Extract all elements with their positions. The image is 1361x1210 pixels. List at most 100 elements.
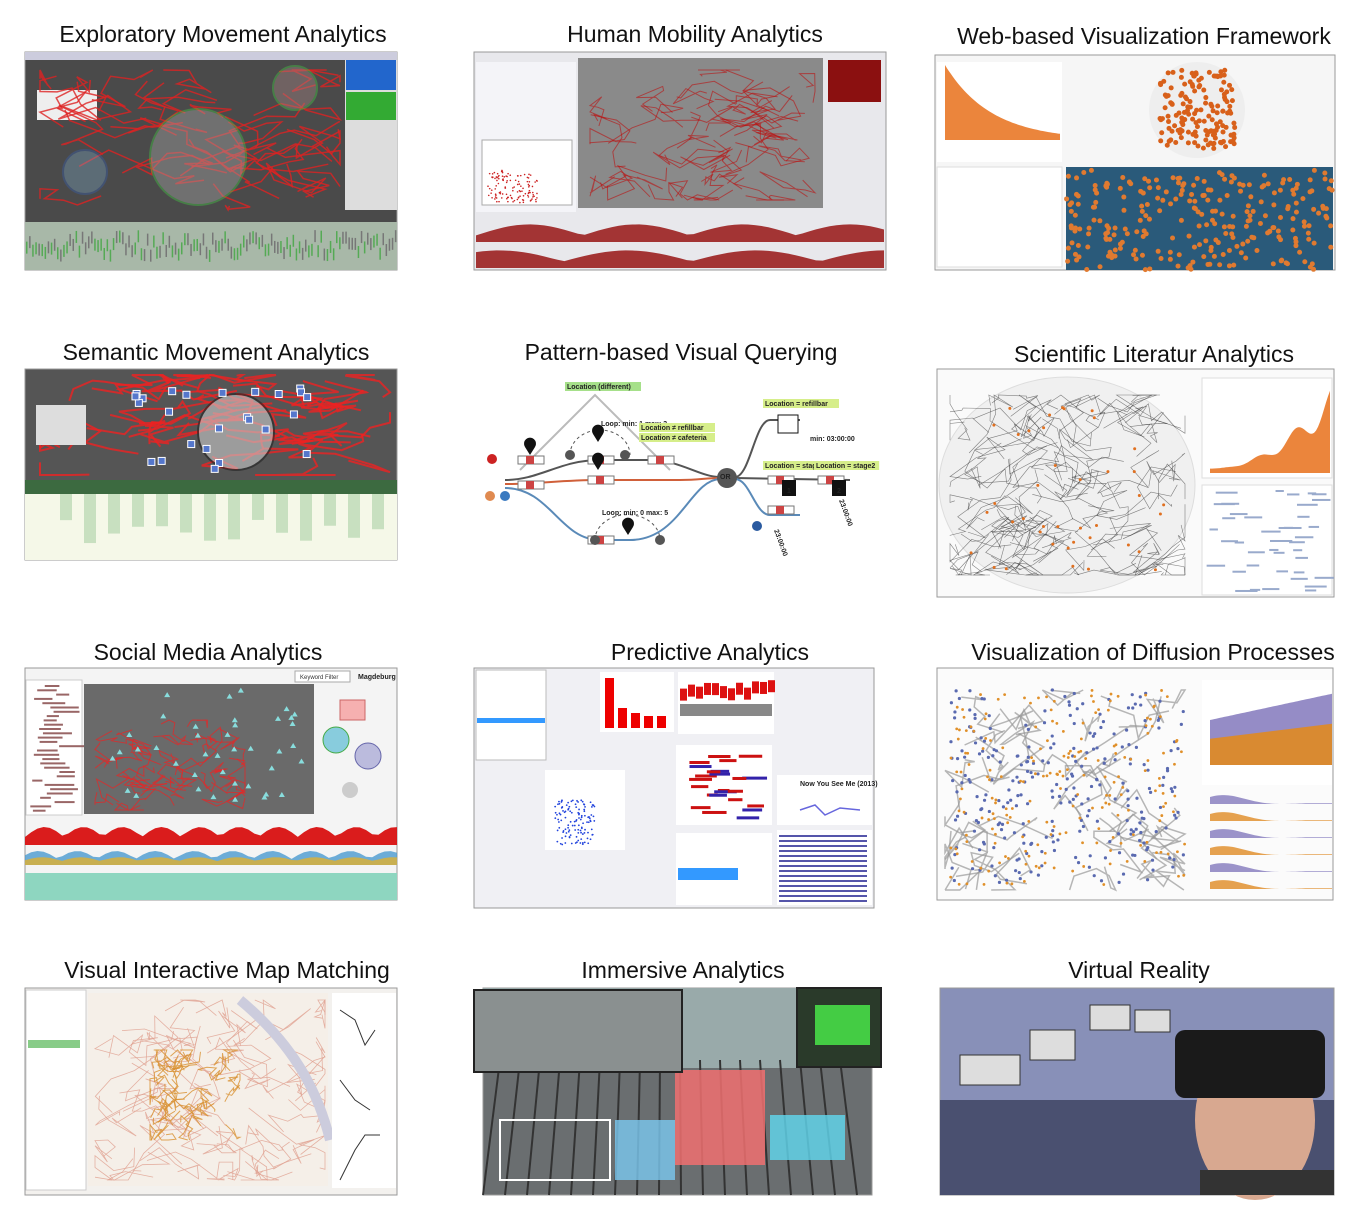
tick xyxy=(184,233,186,246)
dot xyxy=(554,805,557,808)
dot xyxy=(1052,848,1057,853)
dot xyxy=(1026,727,1030,732)
tick xyxy=(69,233,71,246)
trace xyxy=(157,1107,176,1123)
dot xyxy=(493,171,496,174)
thumb-diffusion xyxy=(936,667,1334,901)
tick xyxy=(97,240,99,253)
thumb-immersive xyxy=(473,987,882,1196)
dot xyxy=(580,799,583,802)
area xyxy=(1210,390,1330,473)
dot xyxy=(1091,806,1094,810)
trace xyxy=(1009,451,1079,483)
dot xyxy=(1064,831,1068,835)
trace xyxy=(1077,471,1129,543)
tick xyxy=(323,248,326,261)
blue-box xyxy=(615,1120,675,1180)
dot xyxy=(1203,238,1209,244)
dot xyxy=(1205,187,1211,193)
dot xyxy=(1025,851,1029,856)
dot xyxy=(1125,860,1129,863)
dot xyxy=(1182,873,1186,877)
dot xyxy=(1307,177,1313,183)
dot xyxy=(1164,142,1170,148)
dot xyxy=(513,199,516,202)
dot xyxy=(1011,779,1015,783)
tri xyxy=(214,752,221,758)
trace xyxy=(758,145,805,163)
dot xyxy=(1316,210,1322,216)
dot xyxy=(1055,721,1059,725)
dot xyxy=(1177,874,1180,878)
dot xyxy=(1106,225,1112,231)
trace xyxy=(201,791,246,807)
dot xyxy=(1072,212,1078,218)
joint xyxy=(620,450,630,460)
word xyxy=(50,788,78,791)
tick xyxy=(44,246,47,259)
dot xyxy=(1146,759,1150,762)
trace xyxy=(287,1055,326,1096)
tick xyxy=(153,235,155,248)
dot xyxy=(1105,230,1111,236)
trace xyxy=(124,1070,168,1102)
dot xyxy=(1121,781,1125,785)
dot xyxy=(1142,841,1146,845)
dot xyxy=(1066,756,1070,759)
panel-title: Human Mobility Analytics xyxy=(567,21,823,47)
trace xyxy=(995,846,1032,885)
table-head xyxy=(25,480,397,494)
trace xyxy=(1046,394,1094,461)
trace xyxy=(220,1044,272,1076)
trace xyxy=(308,389,365,413)
dot xyxy=(557,821,560,823)
dot xyxy=(1142,176,1148,182)
word xyxy=(728,798,743,802)
dot xyxy=(1175,263,1181,269)
tweet xyxy=(779,880,867,882)
dot xyxy=(506,180,508,182)
dot xyxy=(1027,745,1031,749)
dot xyxy=(522,187,524,190)
trace xyxy=(759,171,817,198)
dot xyxy=(1069,200,1075,206)
word xyxy=(39,740,58,743)
dot xyxy=(1063,694,1067,699)
tick xyxy=(363,241,366,254)
dot xyxy=(1162,92,1168,98)
trace xyxy=(153,1069,188,1094)
trace xyxy=(707,90,765,131)
tri xyxy=(268,765,275,771)
dot xyxy=(1147,786,1152,791)
tweet xyxy=(779,840,867,842)
shirt xyxy=(1200,1170,1334,1195)
search xyxy=(294,670,351,683)
dot xyxy=(535,200,537,203)
bar xyxy=(704,682,711,695)
trace xyxy=(798,72,816,103)
word xyxy=(689,777,713,781)
dot xyxy=(1092,187,1098,193)
bar xyxy=(696,686,703,699)
trace xyxy=(1074,505,1137,574)
trace xyxy=(173,1051,192,1071)
dot xyxy=(1201,192,1207,198)
dot xyxy=(517,196,520,199)
tick xyxy=(243,235,245,248)
dot xyxy=(1173,785,1177,789)
trace xyxy=(1064,751,1100,783)
dot xyxy=(498,177,500,180)
dot xyxy=(502,179,505,182)
joint xyxy=(590,535,600,545)
tri xyxy=(276,748,283,754)
line xyxy=(339,1009,376,1047)
dot xyxy=(999,775,1003,779)
dot xyxy=(970,860,974,863)
dot xyxy=(1137,493,1141,497)
dot xyxy=(1037,866,1041,870)
word xyxy=(732,776,747,780)
word xyxy=(42,732,72,735)
dot xyxy=(582,822,584,825)
dot xyxy=(1042,426,1046,430)
dot xyxy=(1040,864,1044,868)
